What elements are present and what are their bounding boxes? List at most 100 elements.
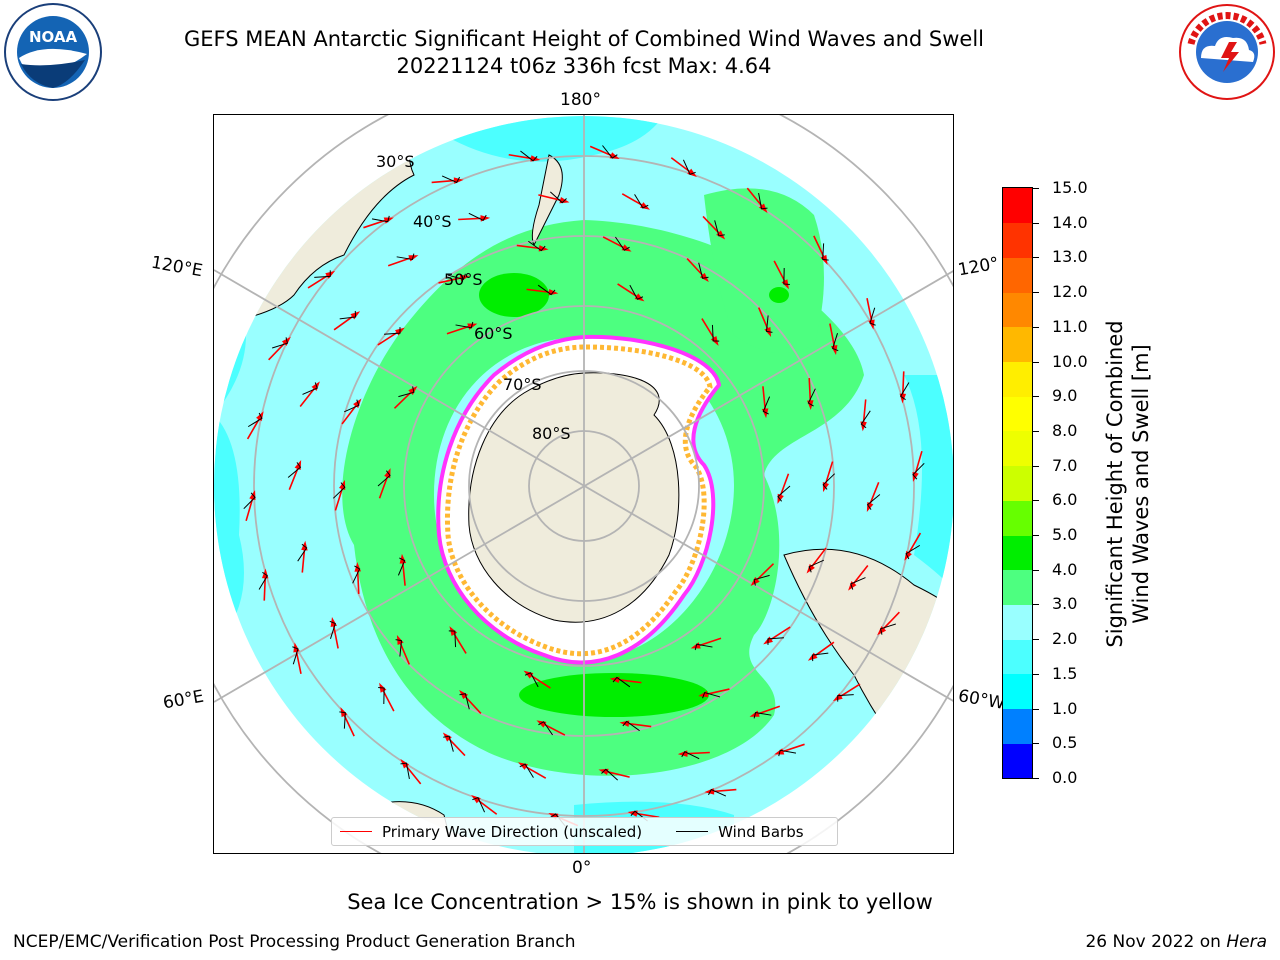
wind-barb (614, 236, 630, 251)
colorbar-tick (1033, 708, 1039, 710)
colorbar-segment (1003, 188, 1032, 224)
wind-barb (822, 473, 836, 490)
colorbar-tick (1033, 292, 1039, 294)
colorbar-tick (1033, 396, 1039, 398)
colorbar-tick (1033, 743, 1039, 745)
wind-barb (332, 482, 346, 499)
wind-barb (711, 324, 720, 342)
wind-barb (247, 412, 263, 428)
wave-direction-arrowhead (774, 748, 785, 755)
wind-barb (395, 639, 403, 657)
wind-barb (879, 623, 896, 635)
colorbar-segment (1003, 743, 1032, 779)
wind-barb (837, 694, 854, 702)
wind-barb (538, 721, 554, 736)
colorbar-label-line2: Wind Waves and Swell [m] (1129, 344, 1153, 624)
polar-map[interactable] (214, 115, 954, 854)
lat-label-60s: 60°S (474, 324, 513, 343)
lon-label-120w: 120° (956, 253, 1001, 281)
wave-direction-arrowhead (383, 217, 394, 224)
colorbar-tick-label: 0.0 (1052, 768, 1078, 787)
colorbar-tick-label: 14.0 (1052, 212, 1088, 232)
wave-direction-arrowhead (877, 626, 887, 636)
wind-barb (702, 691, 721, 699)
wave-direction-arrowhead (912, 471, 919, 482)
noaa-logo-icon: NOAA (4, 3, 102, 101)
colorbar-tick (1033, 500, 1039, 502)
wind-barb (622, 720, 640, 732)
colorbar-tick-label: 4.0 (1052, 559, 1078, 579)
colorbar-segment (1003, 396, 1032, 432)
wave-region-low (444, 116, 664, 162)
colorbar-tick-label: 10.0 (1052, 351, 1088, 371)
map-title: GEFS MEAN Antarctic Significant Height o… (183, 27, 985, 51)
lat-label-40s: 40°S (413, 212, 452, 231)
wind-barb (832, 333, 839, 352)
wind-barb (549, 191, 567, 204)
colorbar-tick-label: 8.0 (1052, 420, 1078, 440)
antarctica-land (468, 372, 680, 623)
footer-host: Hera (1226, 932, 1267, 952)
wind-barb (900, 382, 910, 401)
lon-label-60e: 60°E (161, 686, 206, 714)
map-legend: Primary Wave Direction (unscaled) Wind B… (331, 817, 838, 846)
wind-barb (758, 192, 768, 210)
wind-barb (537, 284, 556, 296)
wind-barb (292, 646, 299, 665)
colorbar-tick-label: 7.0 (1052, 455, 1078, 475)
colorbar-segment (1003, 257, 1032, 293)
wave-direction-arrowhead (716, 230, 726, 240)
colorbar-tick-label: 0.5 (1052, 733, 1078, 753)
wave-direction-arrowhead (249, 490, 256, 501)
wind-barb (708, 788, 727, 797)
wind-barb (778, 749, 797, 757)
wind-barb (377, 470, 391, 487)
colorbar-segment (1003, 673, 1032, 710)
wave-direction-arrowhead (339, 479, 346, 490)
footer-date-text: 26 Nov 2022 on (1085, 932, 1227, 952)
colorbar-tick-label: 3.0 (1052, 594, 1078, 614)
wind-barb (777, 485, 791, 502)
wind-barb (524, 672, 539, 688)
wind-barb (866, 494, 881, 510)
sea-ice-edge (444, 344, 713, 657)
wave-direction-arrowhead (822, 482, 829, 493)
wind-barb (258, 571, 268, 590)
wind-barb (302, 382, 318, 395)
wave-direction-arrowhead (777, 493, 784, 504)
colorbar-segment (1003, 708, 1032, 744)
wave-direction-arrowhead (408, 385, 418, 395)
colorbar-segment (1003, 292, 1032, 328)
wind-barb (448, 630, 457, 648)
wind-barb (912, 462, 925, 480)
wind-barb (459, 693, 470, 710)
wind-barb (455, 321, 474, 329)
wind-barb (682, 159, 696, 176)
wind-barb (601, 768, 619, 781)
map-panel[interactable] (213, 114, 954, 854)
wind-barb (694, 643, 713, 651)
wind-barb (528, 240, 546, 252)
legend-label-wave-direction: Primary Wave Direction (unscaled) (382, 822, 643, 841)
colorbar-tick (1033, 604, 1039, 606)
wind-barb (243, 492, 256, 510)
wind-barb (753, 711, 772, 719)
lon-label-60w: 60°W (956, 686, 1007, 714)
wind-barb (714, 220, 725, 237)
colorbar-label: Significant Height of Combined Wind Wave… (1102, 320, 1154, 647)
wind-barb (519, 763, 534, 778)
meridian-60e-120w (214, 270, 953, 703)
colorbar (1002, 187, 1033, 779)
sea-ice-note: Sea Ice Concentration > 15% is shown in … (347, 890, 933, 914)
wind-barb (629, 284, 644, 300)
wind-barb (681, 751, 700, 760)
legend-black-line (676, 831, 709, 832)
wave-band-3-4m (342, 220, 864, 776)
wave-direction-arrowhead (353, 398, 362, 409)
wave-direction-arrowhead (467, 323, 478, 330)
colorbar-label-line1: Significant Height of Combined (1103, 320, 1127, 648)
colorbar-tick-label: 1.5 (1052, 663, 1078, 683)
wind-barb (634, 194, 649, 209)
wind-barb (612, 676, 631, 688)
wind-barb (905, 544, 921, 560)
